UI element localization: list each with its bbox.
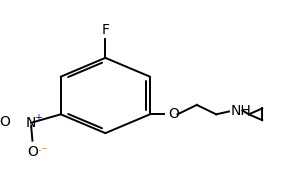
Text: NH: NH	[231, 104, 252, 117]
Text: N: N	[26, 116, 36, 130]
Text: O: O	[0, 115, 10, 129]
Text: +: +	[34, 113, 42, 123]
Text: O: O	[168, 107, 179, 121]
Text: ‧⁻: ‧⁻	[38, 145, 49, 158]
Text: F: F	[101, 23, 109, 37]
Text: O: O	[27, 145, 38, 159]
